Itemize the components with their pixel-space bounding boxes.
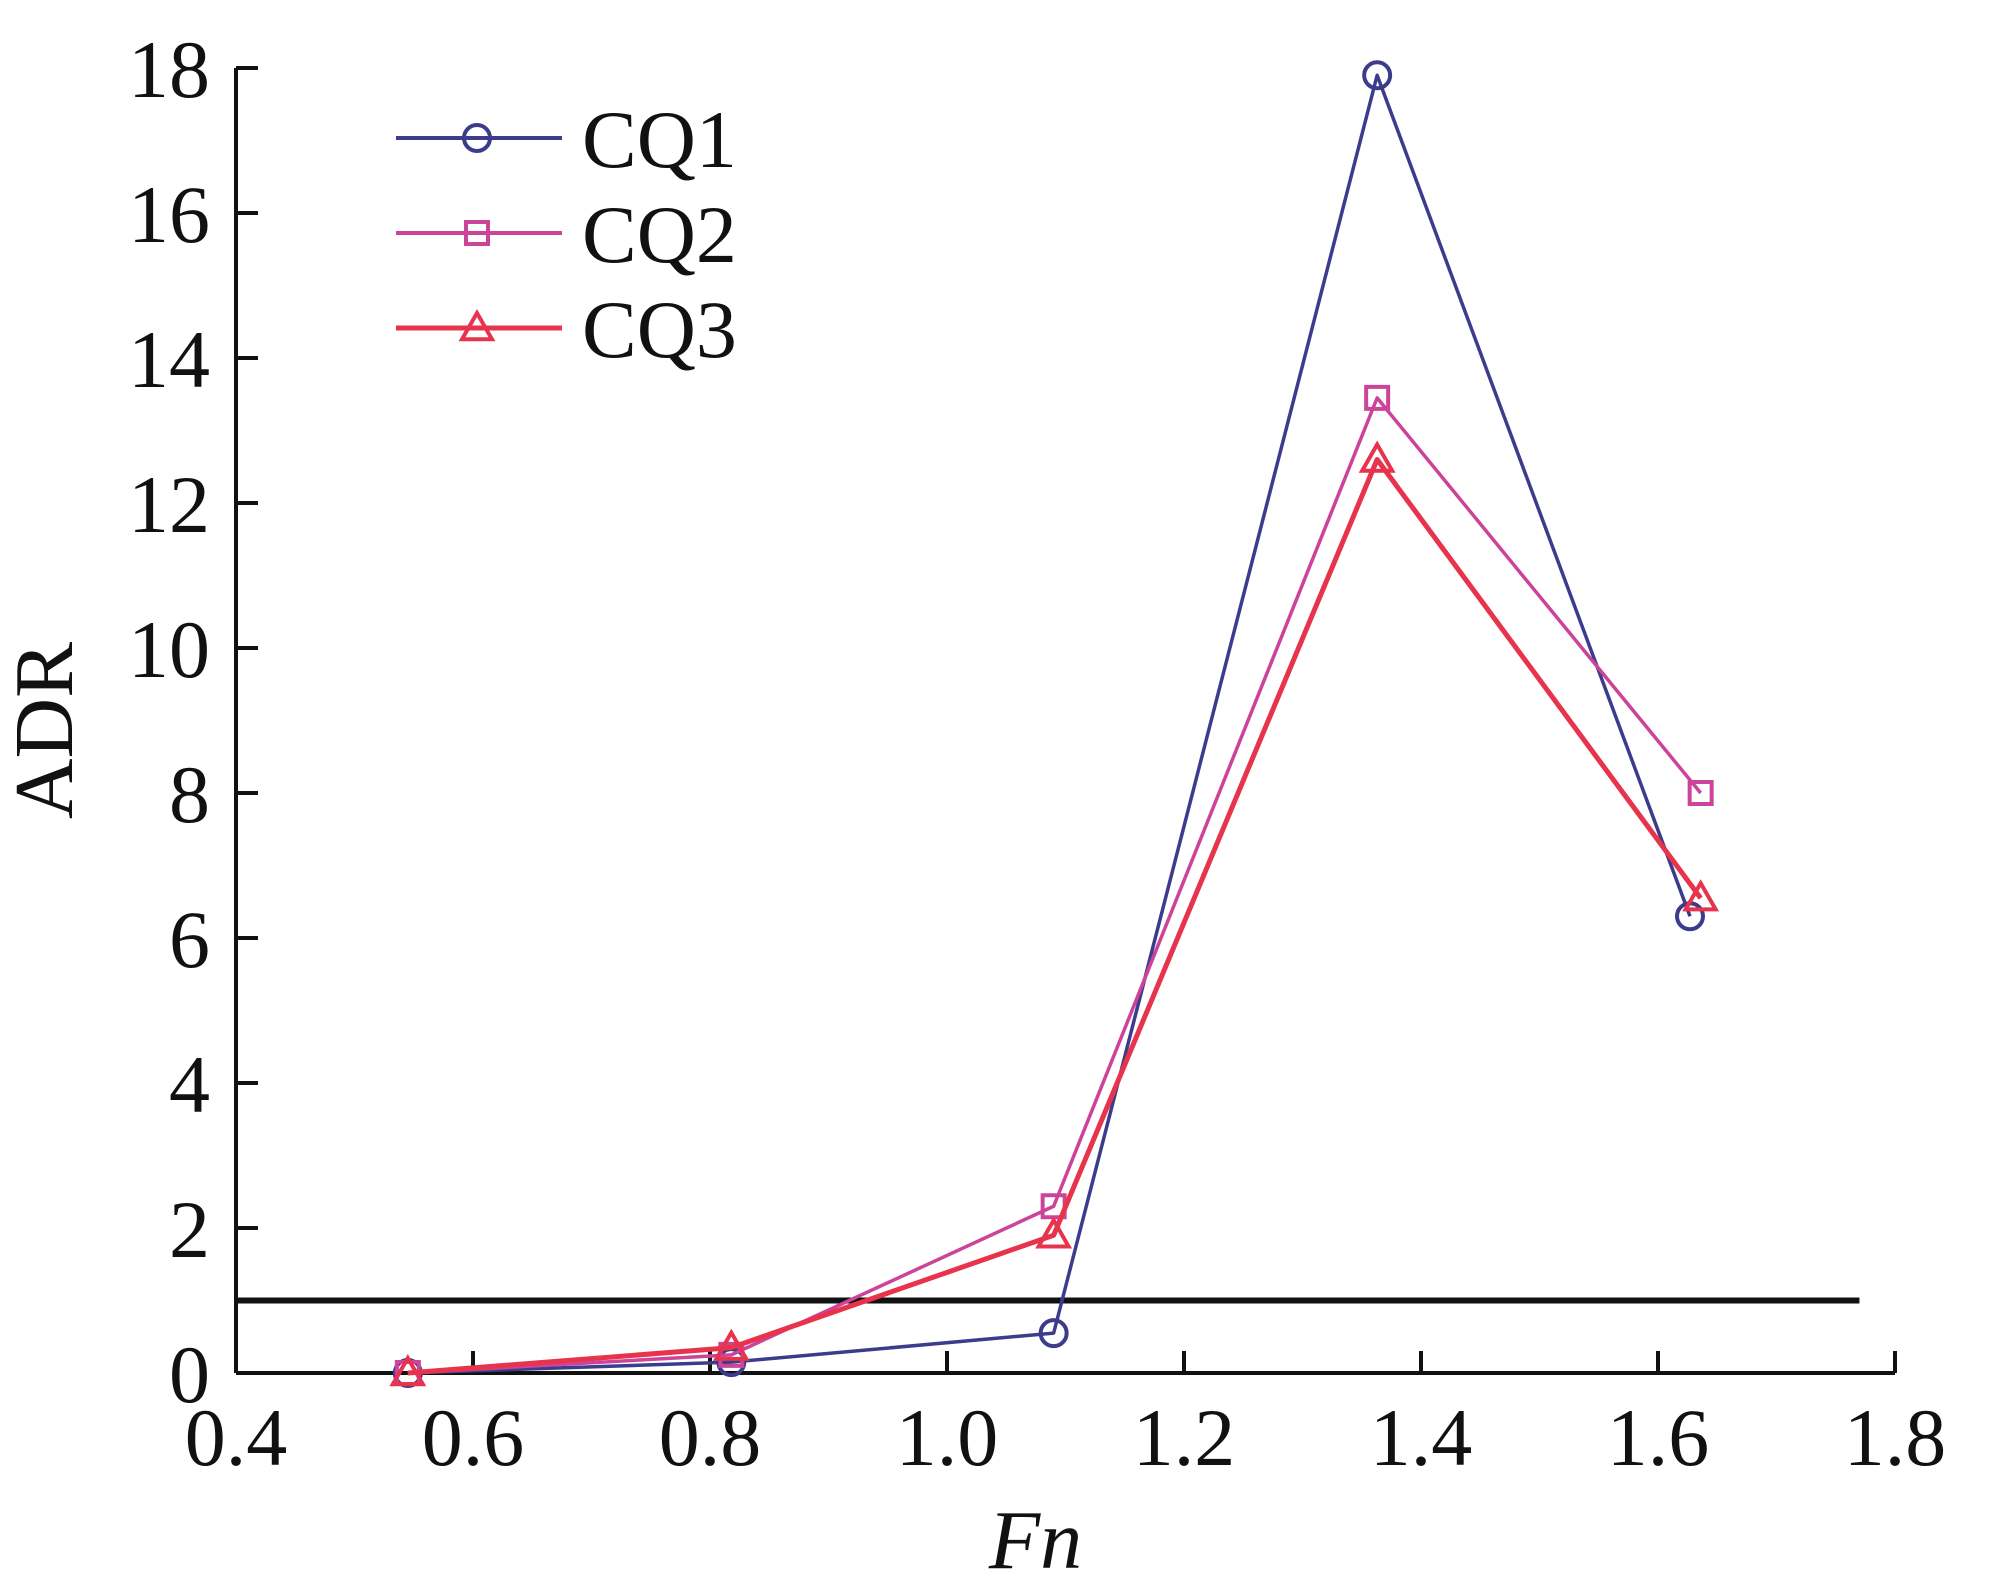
x-tick-label: 0.6 — [422, 1392, 525, 1483]
legend-label: CQ2 — [582, 189, 737, 280]
y-tick-label: 16 — [128, 169, 210, 260]
y-tick-label: 2 — [169, 1184, 210, 1275]
legend-label: CQ1 — [582, 94, 737, 185]
y-tick-label: 0 — [169, 1329, 210, 1420]
x-tick-label: 1.2 — [1133, 1392, 1236, 1483]
y-ticks: 0 2 4 6 8 10 12 14 16 18 — [128, 24, 258, 1420]
y-tick-label: 4 — [169, 1039, 210, 1130]
x-tick-label: 0.4 — [185, 1392, 288, 1483]
data-point-cq1 — [1362, 60, 1393, 91]
x-tick-label: 1.0 — [896, 1392, 999, 1483]
legend-marker-circle — [462, 123, 492, 153]
legend-marker-triangle — [458, 308, 496, 342]
x-tick-label: 1.8 — [1844, 1392, 1947, 1483]
legend-item-cq3: CQ3 — [396, 284, 737, 375]
data-point-cq3 — [1682, 879, 1720, 912]
y-axis-title: ADR — [0, 642, 91, 819]
y-tick-label: 10 — [128, 604, 210, 695]
y-tick-label: 6 — [169, 894, 210, 985]
series-line-cq3 — [407, 457, 1703, 1376]
x-axis-title: Fn — [988, 1494, 1082, 1587]
data-point-cq2 — [1364, 384, 1391, 411]
y-tick-label: 8 — [169, 749, 210, 840]
data-point-cq2 — [1687, 780, 1714, 806]
series-cq3 — [389, 440, 1720, 1387]
legend-item-cq2: CQ2 — [396, 189, 737, 280]
y-tick-label: 14 — [128, 314, 210, 405]
legend-item-cq1: CQ1 — [396, 94, 737, 185]
data-point-cq3 — [1358, 440, 1396, 473]
axes — [234, 68, 1895, 1375]
data-point-cq3 — [1035, 1216, 1073, 1249]
x-tick-label: 1.6 — [1607, 1392, 1710, 1483]
y-tick-label: 12 — [128, 459, 210, 550]
data-point-cq3 — [712, 1328, 750, 1361]
data-point-cq1 — [1038, 1318, 1069, 1349]
series-layer — [389, 60, 1720, 1388]
legend-label: CQ3 — [582, 284, 737, 375]
x-tick-label: 0.8 — [659, 1392, 762, 1483]
series-line-cq2 — [407, 396, 1703, 1375]
x-tick-label: 1.4 — [1370, 1392, 1473, 1483]
legend-marker-square — [464, 220, 490, 246]
series-line-cq1 — [407, 73, 1692, 1375]
data-point-cq3 — [389, 1353, 427, 1387]
x-ticks: 0.4 0.6 0.8 1.0 1.2 1.4 1.6 1.8 — [185, 1351, 1947, 1483]
y-tick-label: 18 — [128, 24, 210, 115]
